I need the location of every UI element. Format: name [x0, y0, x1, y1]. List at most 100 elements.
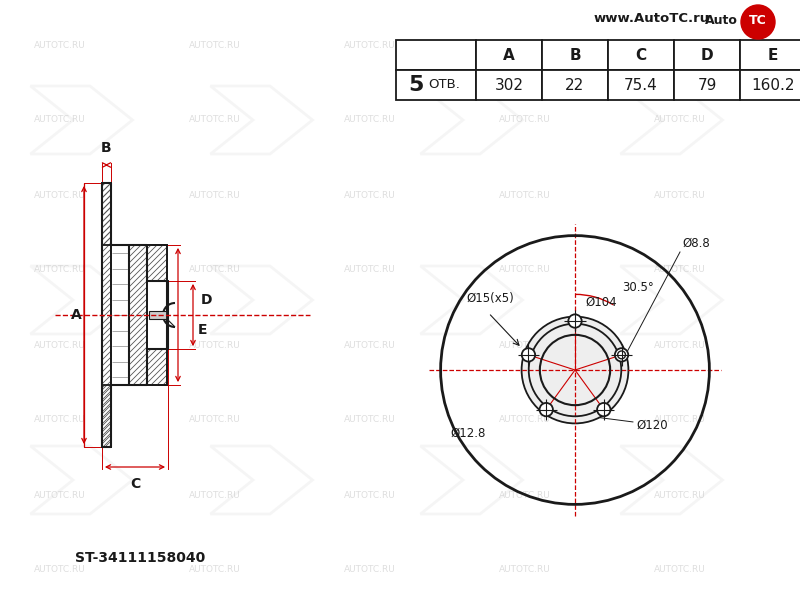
- Bar: [147, 245, 167, 281]
- Text: C: C: [130, 477, 140, 491]
- Text: AUTOTC.RU: AUTOTC.RU: [499, 415, 551, 425]
- Bar: [396, 70, 476, 100]
- Text: AUTOTC.RU: AUTOTC.RU: [344, 115, 396, 124]
- Text: AUTOTC.RU: AUTOTC.RU: [344, 340, 396, 349]
- Circle shape: [522, 348, 535, 362]
- Text: C: C: [635, 47, 646, 62]
- Bar: [608, 40, 674, 70]
- Circle shape: [539, 403, 553, 416]
- Text: Auto: Auto: [705, 14, 738, 28]
- Text: ST-34111158040: ST-34111158040: [75, 551, 206, 565]
- Text: Ø12.8: Ø12.8: [450, 426, 486, 439]
- Text: A: A: [503, 47, 515, 62]
- Text: AUTOTC.RU: AUTOTC.RU: [344, 40, 396, 49]
- Bar: [396, 40, 476, 70]
- Bar: [102, 183, 111, 447]
- Text: 160.2: 160.2: [751, 77, 794, 92]
- Text: AUTOTC.RU: AUTOTC.RU: [189, 191, 241, 199]
- Text: AUTOTC.RU: AUTOTC.RU: [499, 115, 551, 124]
- Circle shape: [741, 5, 775, 39]
- Bar: [111, 245, 129, 385]
- Text: AUTOTC.RU: AUTOTC.RU: [654, 340, 706, 349]
- Circle shape: [615, 348, 628, 362]
- Text: B: B: [101, 141, 112, 155]
- Text: AUTOTC.RU: AUTOTC.RU: [189, 565, 241, 575]
- Text: D: D: [701, 47, 714, 62]
- Text: AUTOTC.RU: AUTOTC.RU: [499, 565, 551, 575]
- Text: B: B: [569, 47, 581, 62]
- Bar: [167, 281, 168, 349]
- Text: Ø8.8: Ø8.8: [682, 237, 710, 250]
- Text: E: E: [198, 323, 207, 337]
- Text: AUTOTC.RU: AUTOTC.RU: [189, 415, 241, 425]
- Text: AUTOTC.RU: AUTOTC.RU: [34, 491, 86, 499]
- Text: AUTOTC.RU: AUTOTC.RU: [189, 40, 241, 49]
- Text: Ø104: Ø104: [585, 296, 617, 309]
- Text: D: D: [201, 293, 213, 307]
- Text: AUTOTC.RU: AUTOTC.RU: [654, 115, 706, 124]
- Text: AUTOTC.RU: AUTOTC.RU: [344, 415, 396, 425]
- Text: AUTOTC.RU: AUTOTC.RU: [344, 191, 396, 199]
- Bar: [102, 385, 111, 447]
- Text: AUTOTC.RU: AUTOTC.RU: [499, 340, 551, 349]
- Text: AUTOTC.RU: AUTOTC.RU: [34, 115, 86, 124]
- Text: AUTOTC.RU: AUTOTC.RU: [654, 415, 706, 425]
- Bar: [674, 70, 740, 100]
- Text: AUTOTC.RU: AUTOTC.RU: [654, 191, 706, 199]
- Bar: [129, 245, 147, 385]
- Bar: [542, 40, 608, 70]
- Text: AUTOTC.RU: AUTOTC.RU: [34, 40, 86, 49]
- Text: AUTOTC.RU: AUTOTC.RU: [189, 340, 241, 349]
- Text: AUTOTC.RU: AUTOTC.RU: [344, 491, 396, 499]
- Text: 79: 79: [698, 77, 717, 92]
- Bar: [167, 281, 168, 349]
- Circle shape: [597, 403, 610, 416]
- Bar: [147, 349, 167, 385]
- Text: 22: 22: [566, 77, 585, 92]
- Bar: [147, 349, 167, 385]
- Text: AUTOTC.RU: AUTOTC.RU: [34, 565, 86, 575]
- Bar: [608, 70, 674, 100]
- Text: E: E: [768, 47, 778, 62]
- Text: AUTOTC.RU: AUTOTC.RU: [654, 491, 706, 499]
- Bar: [129, 245, 147, 385]
- Text: AUTOTC.RU: AUTOTC.RU: [189, 265, 241, 275]
- Text: AUTOTC.RU: AUTOTC.RU: [189, 491, 241, 499]
- Text: A: A: [70, 308, 82, 322]
- Text: TC: TC: [749, 14, 767, 28]
- Bar: [102, 183, 111, 447]
- Bar: [147, 245, 167, 281]
- Text: AUTOTC.RU: AUTOTC.RU: [34, 265, 86, 275]
- Bar: [476, 40, 542, 70]
- Text: AUTOTC.RU: AUTOTC.RU: [654, 265, 706, 275]
- Bar: [542, 70, 608, 100]
- Bar: [102, 385, 111, 447]
- Text: www.AutoTC.ru: www.AutoTC.ru: [594, 12, 710, 25]
- Text: ОТВ.: ОТВ.: [428, 79, 460, 91]
- Text: 5: 5: [408, 75, 423, 95]
- Text: 302: 302: [494, 77, 523, 92]
- Text: Ø15(x5): Ø15(x5): [466, 292, 514, 305]
- Text: 75.4: 75.4: [624, 77, 658, 92]
- Text: AUTOTC.RU: AUTOTC.RU: [34, 191, 86, 199]
- Bar: [740, 70, 800, 100]
- Circle shape: [568, 314, 582, 328]
- Text: Ø120: Ø120: [637, 419, 668, 431]
- Text: AUTOTC.RU: AUTOTC.RU: [654, 565, 706, 575]
- Bar: [740, 40, 800, 70]
- Text: AUTOTC.RU: AUTOTC.RU: [34, 340, 86, 349]
- Text: AUTOTC.RU: AUTOTC.RU: [499, 40, 551, 49]
- Text: AUTOTC.RU: AUTOTC.RU: [654, 40, 706, 49]
- Text: AUTOTC.RU: AUTOTC.RU: [344, 265, 396, 275]
- Text: AUTOTC.RU: AUTOTC.RU: [499, 265, 551, 275]
- Text: AUTOTC.RU: AUTOTC.RU: [499, 191, 551, 199]
- Bar: [147, 245, 167, 281]
- Bar: [102, 183, 111, 245]
- Bar: [674, 40, 740, 70]
- Text: 30.5°: 30.5°: [622, 281, 654, 294]
- Bar: [102, 183, 111, 245]
- Bar: [149, 311, 167, 319]
- Text: AUTOTC.RU: AUTOTC.RU: [499, 491, 551, 499]
- Text: AUTOTC.RU: AUTOTC.RU: [344, 565, 396, 575]
- Text: AUTOTC.RU: AUTOTC.RU: [189, 115, 241, 124]
